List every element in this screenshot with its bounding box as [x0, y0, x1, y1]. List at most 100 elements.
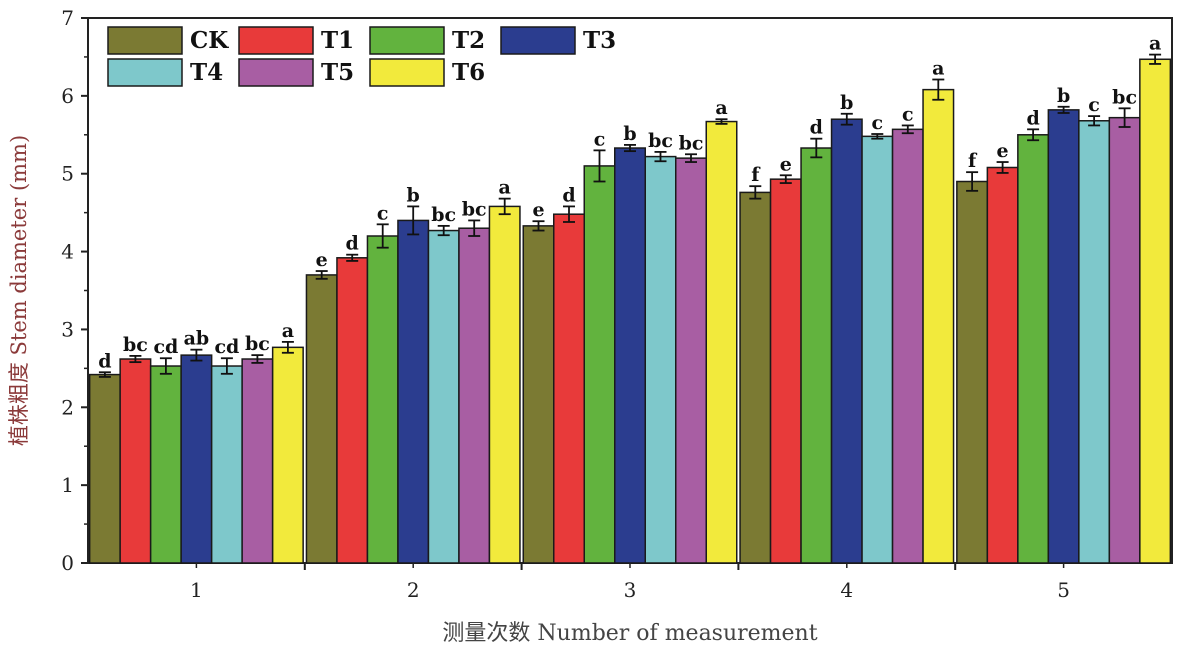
- significance-label: c: [1088, 94, 1100, 116]
- bar-ck-2: [305, 274, 338, 564]
- significance-label: e: [316, 249, 328, 271]
- bar-t2-1: [149, 365, 182, 564]
- bar-t1-4: [769, 178, 802, 564]
- legend-label-t2: T2: [452, 27, 485, 54]
- significance-label: e: [780, 153, 792, 175]
- legend-swatch-ck: [107, 26, 183, 55]
- significance-label: cd: [214, 336, 239, 358]
- bar-t5-2: [458, 227, 491, 564]
- significance-label: f: [751, 164, 761, 186]
- legend-swatch-t6: [369, 58, 445, 87]
- significance-label: a: [1149, 33, 1161, 55]
- significance-label: a: [499, 177, 511, 199]
- legend-swatch-t3: [500, 26, 576, 55]
- error-bars-group: [98, 53, 1162, 378]
- y-tick-label: 5: [61, 162, 74, 186]
- legend-swatch-t5: [238, 58, 314, 87]
- x-axis-ticks: 1 2 3 4 5: [190, 563, 1070, 602]
- bar-t4-5: [1078, 120, 1111, 564]
- significance-label: b: [407, 184, 420, 206]
- bar-t6-1: [271, 346, 304, 564]
- bar-t5-4: [891, 128, 924, 564]
- bar-t1-1: [119, 358, 152, 564]
- significance-label: d: [346, 233, 359, 255]
- significance-label: c: [902, 103, 914, 125]
- significance-label: bc: [462, 198, 487, 220]
- x-tick-label: 4: [840, 578, 853, 602]
- y-tick-label: 4: [61, 240, 74, 264]
- bar-t5-3: [675, 157, 707, 564]
- significance-label: e: [997, 140, 1009, 162]
- significance-label: a: [715, 97, 727, 119]
- x-tick-label: 2: [407, 578, 420, 602]
- bar-t6-5: [1139, 58, 1172, 564]
- legend-label-t3: T3: [583, 27, 616, 54]
- bar-t2-3: [583, 165, 616, 564]
- significance-label: bc: [245, 333, 270, 355]
- y-axis-ticks: 0 1 2 3 4 5 6 7: [61, 6, 88, 575]
- y-tick-label: 7: [61, 6, 74, 30]
- bar-t5-5: [1108, 116, 1141, 564]
- significance-label: bc: [648, 130, 673, 152]
- bar-ck-5: [956, 180, 989, 564]
- bar-t6-3: [705, 120, 738, 564]
- bar-t3-1: [180, 354, 213, 564]
- significance-label: c: [594, 128, 606, 150]
- bar-t4-2: [427, 229, 460, 564]
- bar-t3-2: [397, 219, 430, 564]
- y-tick-label: 1: [61, 473, 74, 497]
- bar-t1-5: [986, 166, 1019, 564]
- legend: CK T1 T2 T3 T4 T5 T6: [107, 26, 616, 87]
- significance-label: a: [282, 320, 294, 342]
- bars-group: [88, 58, 1172, 564]
- bar-t4-1: [210, 365, 243, 564]
- significance-label: c: [872, 112, 884, 134]
- significance-label: e: [532, 199, 544, 221]
- significance-label: bc: [1112, 86, 1137, 108]
- legend-label-ck: CK: [190, 27, 229, 54]
- bar-t4-3: [644, 155, 677, 564]
- significance-label: d: [562, 184, 575, 206]
- y-tick-label: 6: [61, 84, 74, 108]
- significance-label: b: [1057, 85, 1070, 107]
- bar-t1-3: [553, 213, 585, 564]
- significance-label: f: [968, 150, 978, 172]
- significance-label: c: [377, 202, 389, 224]
- bar-t6-2: [488, 205, 521, 564]
- legend-swatch-t4: [107, 58, 183, 87]
- legend-label-t5: T5: [321, 59, 354, 86]
- bar-t2-2: [366, 235, 399, 564]
- bar-ck-4: [739, 191, 772, 564]
- bar-t2-5: [1017, 134, 1050, 564]
- bar-t4-4: [861, 135, 894, 564]
- bar-ck-1: [88, 373, 121, 564]
- significance-label: bc: [679, 132, 704, 154]
- significance-label: bc: [431, 204, 456, 226]
- x-tick-label: 5: [1057, 578, 1070, 602]
- legend-label-t6: T6: [452, 59, 485, 86]
- bar-t1-2: [336, 257, 369, 564]
- significance-label: bc: [123, 334, 148, 356]
- significance-label: d: [810, 117, 823, 139]
- bar-t2-4: [800, 147, 833, 564]
- significance-label: a: [932, 58, 944, 80]
- significance-label: d: [98, 350, 111, 372]
- legend-label-t4: T4: [190, 59, 223, 86]
- x-tick-label: 3: [624, 578, 637, 602]
- y-axis-label: 植株粗度 Stem diameter (mm): [7, 135, 31, 446]
- significance-label: d: [1026, 107, 1039, 129]
- bar-t6-4: [922, 88, 955, 564]
- bar-t3-4: [830, 118, 863, 564]
- bar-t3-3: [614, 147, 646, 564]
- bar-ck-3: [522, 225, 555, 564]
- x-tick-label: 1: [190, 578, 203, 602]
- y-tick-label: 2: [61, 395, 74, 419]
- legend-swatch-t1: [238, 26, 314, 55]
- bar-t5-1: [241, 358, 274, 564]
- x-axis-label: 测量次数 Number of measurement: [442, 621, 817, 646]
- bar-t3-5: [1047, 109, 1080, 564]
- significance-label: ab: [184, 328, 210, 350]
